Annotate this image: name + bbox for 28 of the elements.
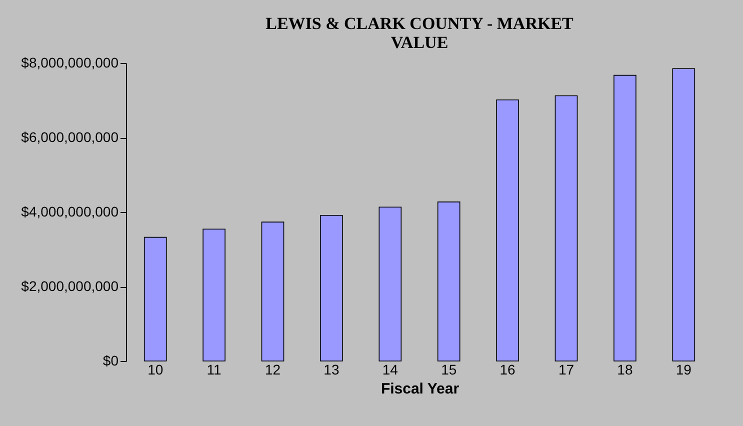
bar	[261, 222, 284, 362]
x-tick-label: 13	[324, 362, 340, 378]
text: VALUE	[390, 33, 448, 52]
bar	[378, 206, 402, 362]
y-tick-label: $0	[102, 352, 119, 368]
bar	[554, 95, 578, 362]
bar	[672, 68, 696, 362]
y-tick-label: $6,000,000,000	[21, 129, 119, 145]
y-tick-label: $4,000,000,000	[21, 204, 119, 220]
bar	[202, 228, 226, 362]
y-tick-label: $8,000,000,000	[21, 54, 119, 70]
bar	[496, 99, 519, 362]
bar	[320, 214, 343, 362]
bar	[614, 74, 636, 362]
x-tick-label: 15	[441, 362, 457, 378]
x-tick-label: 19	[676, 362, 692, 378]
text: LEWIS & CLARK COUNTY - MARKET	[266, 14, 574, 33]
x-tick-label: 10	[148, 362, 164, 378]
x-tick-label: 18	[617, 362, 633, 378]
y-tick-label: $2,000,000,000	[21, 278, 119, 294]
bar	[144, 236, 167, 362]
bar	[437, 202, 460, 362]
x-tick-label: 14	[382, 362, 398, 378]
x-tick-label: 16	[500, 362, 516, 378]
x-tick-label: 17	[558, 362, 574, 378]
x-tick-label: 11	[206, 362, 222, 378]
x-tick-label: 12	[264, 362, 281, 378]
x-axis-title: Fiscal Year	[380, 380, 460, 398]
